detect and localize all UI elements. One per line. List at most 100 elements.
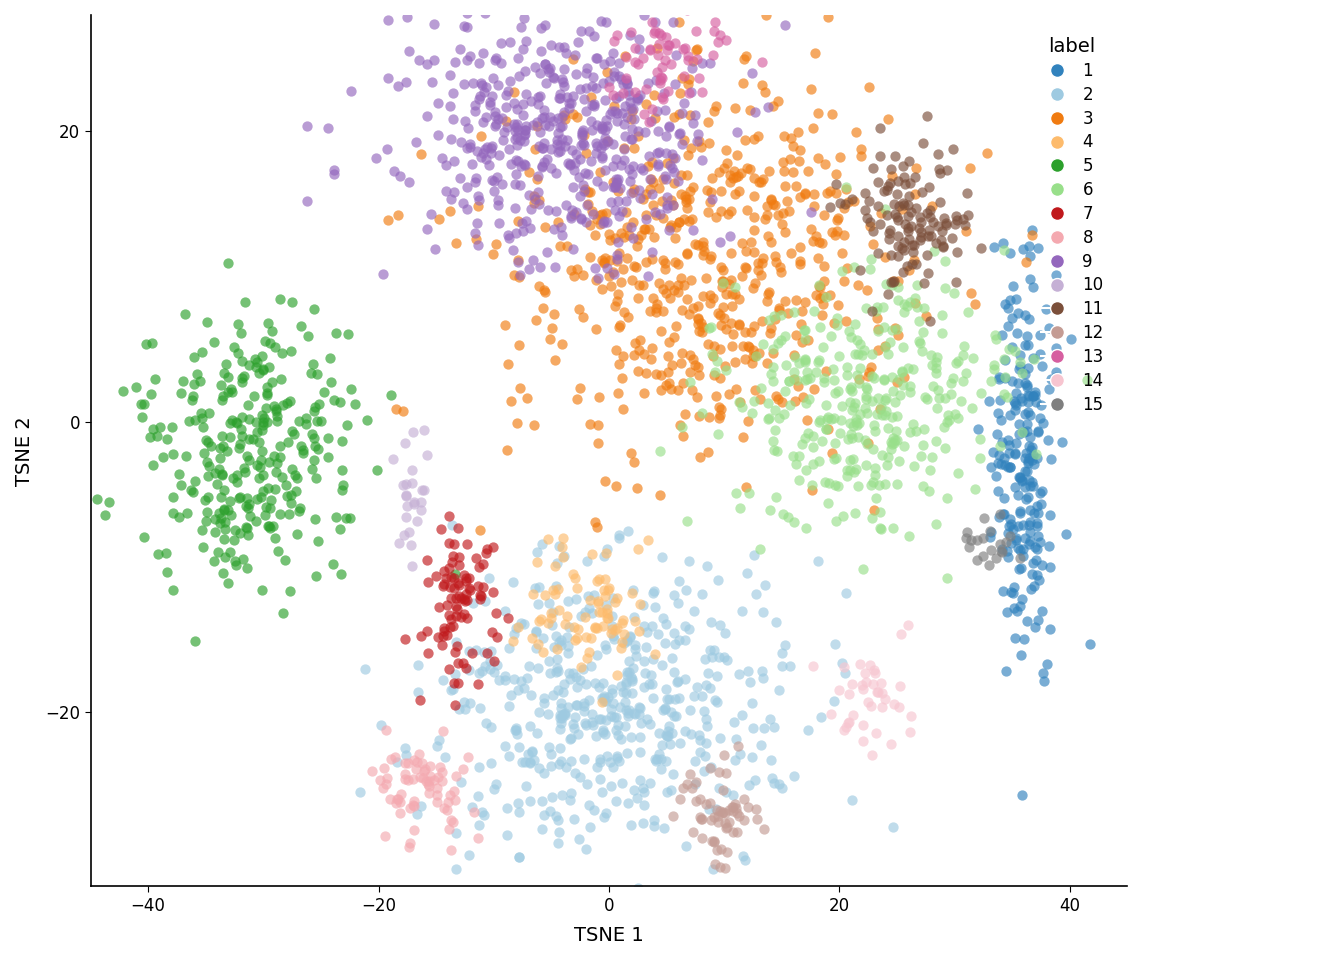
Point <box>672 71 694 86</box>
Point <box>458 662 480 678</box>
Point <box>640 351 661 367</box>
Point <box>473 84 495 100</box>
Point <box>621 273 642 288</box>
Point <box>956 224 977 239</box>
Point <box>601 626 622 641</box>
Point <box>707 426 728 442</box>
Point <box>802 429 824 444</box>
Point <box>286 470 308 486</box>
Point <box>867 323 888 338</box>
Point <box>628 363 649 378</box>
Point <box>195 433 216 448</box>
Point <box>513 122 535 137</box>
Point <box>943 216 965 231</box>
Point <box>845 332 867 348</box>
Point <box>534 807 555 823</box>
Point <box>563 88 585 104</box>
Point <box>433 563 454 578</box>
Point <box>528 197 550 212</box>
Point <box>231 371 253 386</box>
Point <box>593 135 614 151</box>
Point <box>433 579 454 594</box>
Point <box>699 194 720 209</box>
Point <box>476 715 497 731</box>
Point <box>879 335 900 350</box>
Point <box>1015 366 1036 381</box>
Point <box>844 396 866 411</box>
Point <box>204 524 226 540</box>
Point <box>1004 396 1025 411</box>
Point <box>468 91 489 107</box>
Point <box>513 681 535 696</box>
Point <box>441 612 462 627</box>
Point <box>637 158 659 174</box>
Point <box>484 53 505 68</box>
Point <box>691 316 712 331</box>
Point <box>578 644 599 660</box>
Point <box>784 769 805 784</box>
Point <box>669 791 691 806</box>
Point <box>712 782 734 798</box>
Point <box>722 326 743 342</box>
Point <box>610 72 632 87</box>
Point <box>547 660 569 676</box>
Point <box>285 468 306 483</box>
Point <box>476 109 497 125</box>
Point <box>778 373 800 389</box>
Point <box>671 271 692 286</box>
Point <box>398 174 419 189</box>
Point <box>636 254 657 270</box>
Point <box>863 160 884 176</box>
Point <box>599 232 621 248</box>
Point <box>653 85 675 101</box>
Point <box>948 466 969 481</box>
Point <box>531 793 552 808</box>
Point <box>168 467 190 482</box>
Point <box>305 568 327 584</box>
Point <box>1011 560 1032 575</box>
Point <box>652 60 673 75</box>
Point <box>614 153 636 168</box>
Point <box>599 755 621 770</box>
Point <box>434 623 456 638</box>
Point <box>1019 439 1040 454</box>
Point <box>445 793 466 808</box>
Point <box>762 433 784 448</box>
Point <box>534 690 555 706</box>
Point <box>1019 429 1040 444</box>
Point <box>794 331 816 347</box>
Point <box>621 220 642 235</box>
Point <box>649 25 671 40</box>
Point <box>249 469 270 485</box>
Point <box>583 98 605 113</box>
Point <box>1004 631 1025 646</box>
Point <box>927 219 949 234</box>
Point <box>892 340 914 355</box>
Point <box>208 462 230 477</box>
Point <box>832 509 853 524</box>
Point <box>574 751 595 766</box>
Point <box>805 364 827 379</box>
Point <box>527 725 548 740</box>
Point <box>832 246 853 261</box>
Point <box>496 828 517 843</box>
Point <box>886 374 907 390</box>
Point <box>728 808 750 824</box>
Point <box>773 406 794 421</box>
Point <box>602 180 624 195</box>
Point <box>993 387 1015 402</box>
Point <box>1027 422 1048 438</box>
Point <box>444 184 465 200</box>
Point <box>222 470 243 486</box>
Point <box>911 184 933 200</box>
Point <box>710 617 731 633</box>
Point <box>281 294 302 309</box>
Point <box>569 170 590 185</box>
Point <box>473 807 495 823</box>
Point <box>649 444 671 459</box>
Point <box>782 138 804 154</box>
Point <box>290 318 312 333</box>
Point <box>587 593 609 609</box>
Point <box>577 650 598 665</box>
Point <box>614 99 636 114</box>
